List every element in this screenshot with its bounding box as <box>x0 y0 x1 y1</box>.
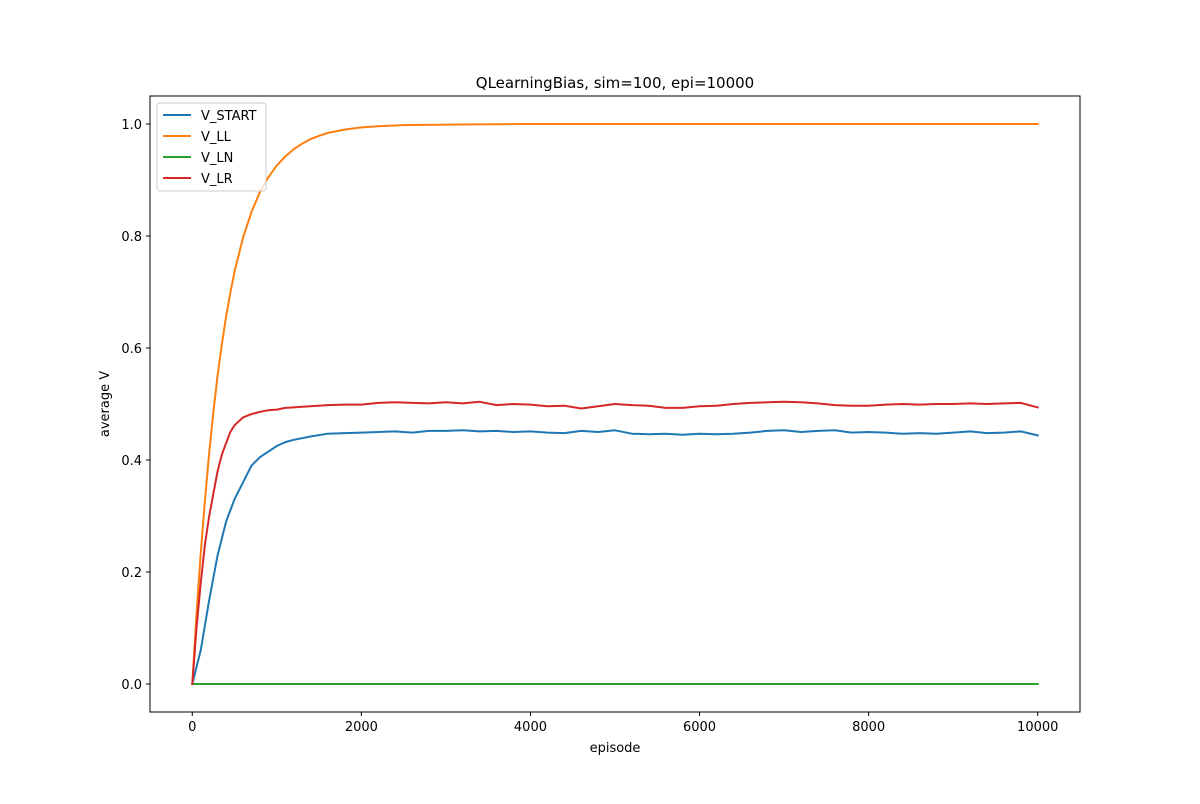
x-tick-label: 6000 <box>683 720 716 735</box>
series-line-v-lr <box>191 400 1039 686</box>
y-tick-label: 0.4 <box>121 454 142 469</box>
x-tick-label: 0 <box>188 720 196 735</box>
series-line-v-start <box>191 429 1039 686</box>
y-tick-label: 0.2 <box>121 566 142 581</box>
legend-label: V_START <box>201 109 257 124</box>
legend-box <box>156 102 267 192</box>
chart-title: QLearningBias, sim=100, epi=10000 <box>476 74 754 92</box>
legend-entry: V_LL <box>163 130 232 145</box>
y-axis-label: average V <box>98 371 113 437</box>
legend: V_START V_LL V_LN V_LR <box>156 102 267 192</box>
y-tick-label: 1.0 <box>121 118 142 133</box>
legend-entry: V_LR <box>163 172 233 187</box>
legend-label: V_LR <box>201 172 233 187</box>
legend-entry: V_LN <box>163 151 233 166</box>
x-tick-label: 10000 <box>1017 720 1058 735</box>
series-line-v-ll <box>191 123 1039 686</box>
y-tick-label: 0.6 <box>121 342 142 357</box>
x-axis-label: episode <box>590 741 641 756</box>
legend-label: V_LL <box>201 130 232 145</box>
x-tick-label: 4000 <box>514 720 547 735</box>
plot-frame <box>149 95 1081 713</box>
legend-label: V_LN <box>201 151 233 166</box>
x-axis: 0 2000 4000 6000 8000 10000 <box>188 712 1058 735</box>
legend-entry: V_START <box>163 109 257 124</box>
x-tick-label: 8000 <box>852 720 885 735</box>
y-axis: 0.0 0.2 0.4 0.6 0.8 1.0 <box>121 118 150 693</box>
x-tick-label: 2000 <box>345 720 378 735</box>
y-tick-label: 0.8 <box>121 230 142 245</box>
y-tick-label: 0.0 <box>121 678 142 693</box>
series-layer <box>191 123 1039 686</box>
